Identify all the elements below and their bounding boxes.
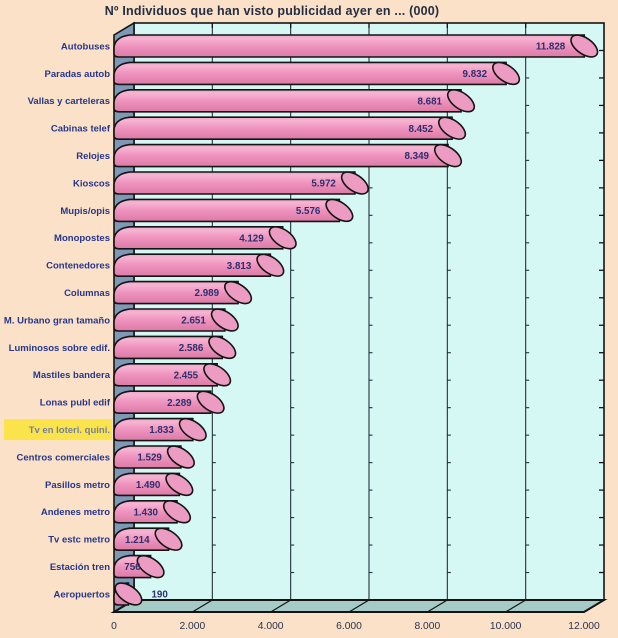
value-label: 5.576: [296, 206, 321, 217]
bar-cylinder: [113, 390, 212, 414]
bar-cylinder: [113, 143, 449, 168]
category-label: Relojes: [76, 151, 110, 162]
value-label: 11.828: [536, 42, 566, 53]
x-axis-label: 8.000: [414, 621, 440, 632]
bar-cap: [154, 527, 183, 551]
value-label: 190: [151, 590, 168, 601]
bar-cap: [492, 61, 521, 86]
chart-title: Nº Individuos que han visto publicidad a…: [104, 4, 440, 18]
value-label: 4.129: [239, 233, 264, 244]
value-label: 3.813: [227, 261, 252, 272]
category-label: M. Urbano gran tamaño: [4, 315, 110, 326]
bar-cap: [325, 198, 354, 223]
category-label: Cabinas telef: [51, 124, 111, 135]
bar-cap: [223, 280, 253, 305]
value-label: 1.430: [133, 507, 158, 518]
floor-tick: [192, 599, 213, 613]
floor-tick: [270, 599, 291, 613]
category-label: Mastiles bandera: [33, 370, 111, 381]
bar-cylinder: [113, 226, 284, 250]
category-label: Aeropuertos: [54, 589, 110, 600]
bar-cap: [340, 171, 369, 195]
floor-tick: [583, 599, 605, 613]
bar-cylinder: [113, 417, 194, 442]
bar-cap: [208, 335, 237, 360]
category-label: Pasillos metro: [45, 480, 110, 491]
x-axis-label: 6.000: [336, 621, 362, 632]
category-label: Centros comerciales: [17, 452, 110, 463]
floor-tick: [505, 599, 526, 613]
value-label: 1.490: [136, 480, 161, 491]
bar-cap: [196, 390, 225, 414]
bar-cap: [433, 143, 463, 168]
value-label: 1.529: [137, 453, 162, 464]
value-label: 1.833: [149, 425, 174, 436]
value-label: 5.972: [311, 179, 336, 190]
bar-cap: [178, 417, 207, 442]
value-label: 8.349: [404, 151, 429, 162]
bar-cap: [203, 363, 232, 387]
bar-cylinder: [113, 61, 507, 86]
bar-cap: [210, 308, 239, 332]
bar-cylinder: [113, 500, 178, 524]
category-label: Mupis/opis: [60, 206, 110, 217]
x-axis-label: 2.000: [179, 621, 205, 632]
x-axis-label: 10.000: [490, 621, 522, 632]
category-label: Tv en loteri. quini.: [29, 425, 110, 436]
category-label: Vallas y carteleras: [28, 96, 110, 107]
value-label: 2.989: [195, 288, 220, 299]
value-label: 2.586: [179, 343, 204, 354]
bar-cap: [136, 554, 165, 579]
bar-cylinder: [113, 89, 462, 113]
category-label: Tv estc metro: [48, 535, 110, 546]
bar-cylinder: [113, 34, 586, 58]
bar-cap: [256, 253, 285, 277]
bar-cap: [268, 226, 297, 250]
bar-cap: [570, 34, 599, 58]
value-label: 2.455: [174, 370, 199, 381]
category-label: Monopostes: [54, 233, 110, 244]
x-axis-label: 12.000: [568, 621, 600, 632]
floor-tick: [348, 599, 370, 613]
value-label: 1.214: [125, 535, 150, 546]
bar-cylinder: [113, 308, 226, 332]
value-label: 2.651: [181, 316, 206, 327]
bar-cylinder: [113, 363, 218, 387]
bar-cylinder: [113, 335, 224, 360]
bar-cap: [166, 445, 195, 469]
value-label: 2.289: [167, 398, 192, 409]
bar-cylinder: [113, 445, 182, 469]
bar-cap: [114, 582, 143, 606]
x-axis-label: 4.000: [258, 621, 284, 632]
bar-cylinder: [113, 280, 239, 305]
x-axis-label: 0: [111, 621, 117, 632]
bar-cylinder: [113, 253, 272, 277]
category-label: Luminosos sobre edif.: [9, 343, 110, 354]
bar-cap: [165, 472, 194, 497]
bar-cylinder: [113, 171, 356, 195]
category-label: Kioscos: [73, 178, 110, 189]
category-label: Lonas publ edif: [40, 398, 111, 409]
category-label: Autobuses: [61, 41, 110, 52]
category-label: Paradas autob: [45, 69, 111, 80]
bar-cap: [446, 89, 476, 113]
category-label: Contenedores: [46, 261, 110, 272]
value-label: 756: [124, 562, 141, 573]
floor-tick: [427, 599, 448, 613]
category-label: Estación tren: [50, 562, 110, 573]
category-label: Columnas: [64, 288, 110, 299]
bar-cap: [437, 116, 467, 140]
bar-cap: [162, 500, 192, 524]
value-label: 9.832: [463, 69, 488, 80]
bar-cylinder: [113, 472, 181, 497]
value-label: 8.452: [409, 124, 434, 135]
category-label: Andenes metro: [41, 507, 110, 518]
value-label: 8.681: [417, 96, 442, 107]
category-highlight: [4, 419, 112, 441]
bar-cylinder: [113, 116, 453, 140]
bar-cylinder: [113, 198, 341, 223]
